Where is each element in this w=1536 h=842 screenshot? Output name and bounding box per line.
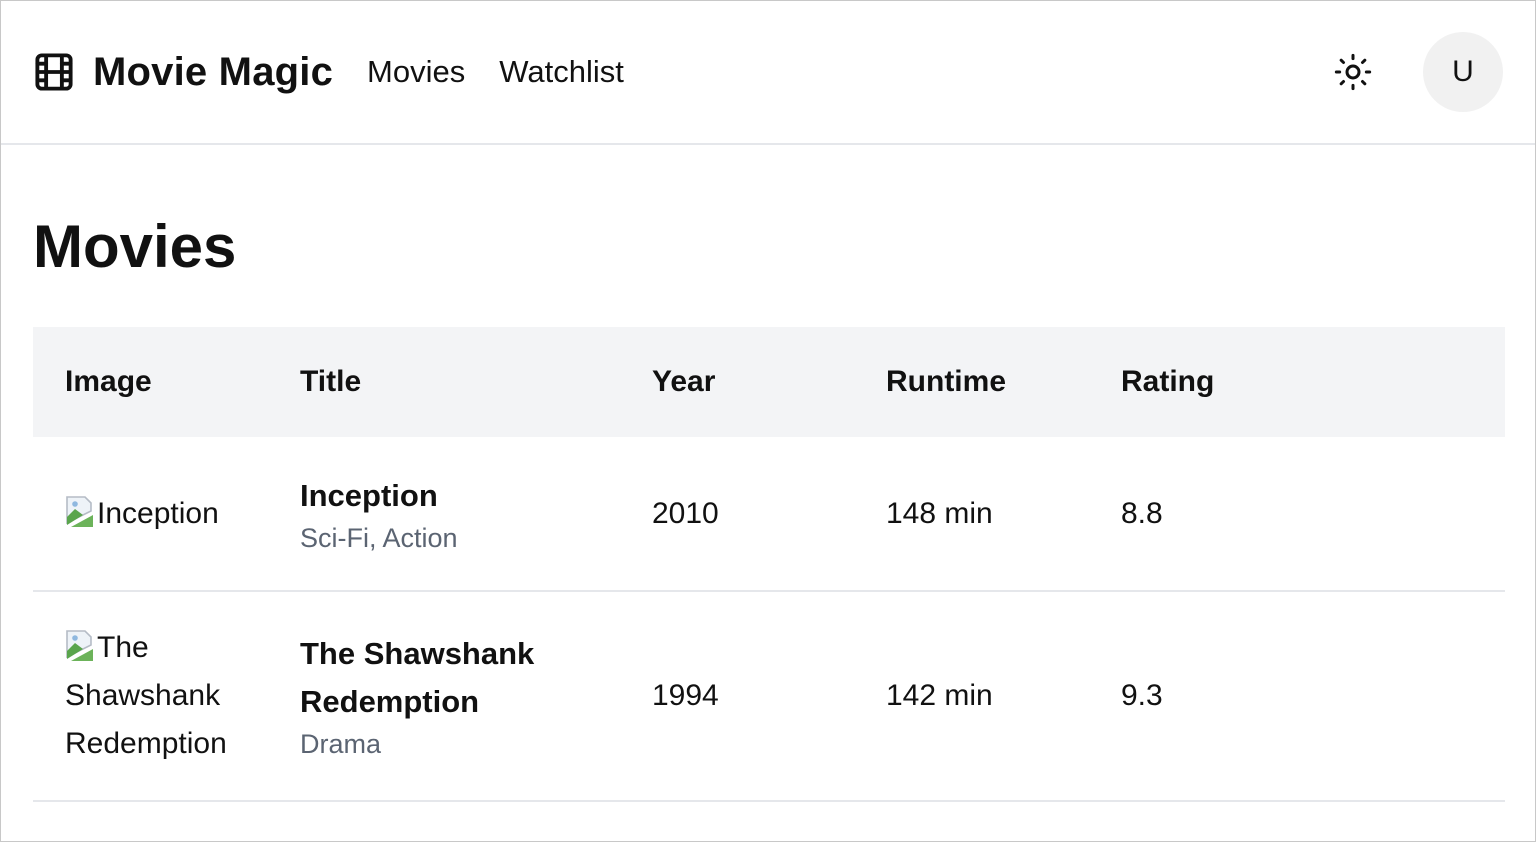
nav-link-watchlist[interactable]: Watchlist [499, 54, 624, 89]
movie-runtime: 142 min [854, 591, 1089, 802]
top-navbar: Movie Magic Movies Watchlist U [1, 1, 1535, 145]
brand-name: Movie Magic [93, 49, 334, 94]
table-row[interactable]: The Shawshank Redemption The Shawshank R… [33, 591, 1505, 802]
page-title: Movies [33, 213, 237, 280]
movie-title-cell: The Shawshank Redemption Drama [268, 591, 620, 802]
column-header-rating: Rating [1121, 365, 1215, 398]
user-avatar-button[interactable]: U [1423, 32, 1503, 112]
movie-image-alt: Inception [97, 496, 219, 530]
avatar-initial: U [1452, 55, 1474, 88]
column-header-runtime: Runtime [886, 365, 1006, 398]
film-icon [35, 53, 73, 91]
table-row[interactable]: Inception Inception Sci-Fi, Action 2010 … [33, 437, 1505, 592]
table-body: Inception Inception Sci-Fi, Action 2010 … [33, 437, 1505, 802]
movie-rating: 8.8 [1089, 437, 1505, 592]
table-header: Image Title Year Runtime Rating [33, 327, 1505, 437]
broken-image-icon [66, 495, 93, 527]
table-header-row: Image Title Year Runtime Rating [33, 327, 1505, 437]
main-nav: Movies Watchlist [367, 54, 624, 90]
broken-image-icon [66, 630, 93, 661]
brand[interactable]: Movie Magic [33, 50, 333, 95]
movie-rating: 9.3 [1089, 591, 1505, 802]
main-content: Movies Image Title Year Runtime Rating [1, 213, 1535, 802]
movie-year: 2010 [620, 437, 854, 592]
movie-title[interactable]: The Shawshank Redemption [300, 636, 535, 719]
movie-title-cell: Inception Sci-Fi, Action [268, 437, 620, 592]
theme-toggle-button[interactable] [1325, 44, 1381, 100]
movie-genres: Drama [300, 729, 382, 759]
movie-image-cell: The Shawshank Redemption [33, 591, 268, 802]
movie-genres: Sci-Fi, Action [300, 522, 458, 553]
sun-icon [1334, 53, 1372, 91]
column-header-year: Year [652, 365, 716, 398]
nav-link-movies[interactable]: Movies [367, 54, 466, 89]
column-header-title: Title [300, 365, 362, 398]
movies-table: Image Title Year Runtime Rating [33, 327, 1505, 802]
movie-image-cell: Inception [33, 437, 268, 592]
movie-year: 1994 [620, 591, 854, 802]
movie-image-alt: The Shawshank Redemption [65, 631, 227, 760]
column-header-image: Image [65, 365, 152, 398]
movie-title[interactable]: Inception [300, 477, 438, 513]
movie-runtime: 148 min [854, 437, 1089, 592]
